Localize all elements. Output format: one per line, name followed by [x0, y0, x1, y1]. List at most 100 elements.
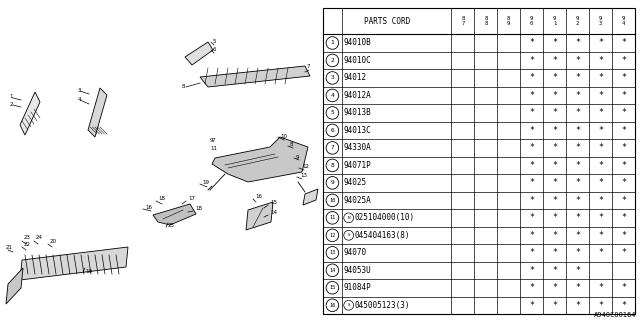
Text: *: *: [598, 196, 603, 205]
Text: *: *: [575, 161, 580, 170]
Text: *: *: [598, 108, 603, 117]
Text: 94013C: 94013C: [344, 126, 372, 135]
Text: 94071P: 94071P: [344, 161, 372, 170]
Text: *: *: [552, 38, 557, 47]
Text: *: *: [575, 178, 580, 187]
Text: *: *: [621, 178, 626, 187]
Text: 15: 15: [329, 285, 335, 290]
Text: *: *: [529, 143, 534, 152]
Text: *: *: [529, 196, 534, 205]
Bar: [323, 8, 635, 314]
Text: 9: 9: [296, 155, 300, 160]
Text: *: *: [598, 56, 603, 65]
Text: 25: 25: [168, 223, 175, 228]
Text: 14: 14: [329, 268, 335, 273]
Text: 94070: 94070: [344, 248, 367, 257]
Text: 94010B: 94010B: [344, 38, 372, 47]
Text: 4: 4: [330, 93, 334, 98]
Text: 14: 14: [270, 210, 277, 215]
Text: 8: 8: [290, 142, 294, 147]
Text: *: *: [575, 108, 580, 117]
Text: *: *: [529, 301, 534, 310]
Polygon shape: [246, 202, 273, 230]
Text: 9
1: 9 1: [553, 16, 556, 26]
Text: *: *: [529, 74, 534, 83]
Text: *: *: [552, 74, 557, 83]
Text: *: *: [621, 74, 626, 83]
Text: 3: 3: [78, 88, 81, 93]
Text: 17: 17: [188, 196, 195, 201]
Text: 13: 13: [329, 250, 335, 255]
Text: 19: 19: [202, 180, 209, 185]
Text: 3: 3: [330, 76, 334, 80]
Text: 4: 4: [78, 97, 81, 102]
Text: *: *: [621, 38, 626, 47]
Text: 8
9: 8 9: [507, 16, 510, 26]
Text: 94010C: 94010C: [344, 56, 372, 65]
Text: *: *: [552, 178, 557, 187]
Text: 12: 12: [329, 233, 335, 238]
Text: *: *: [621, 248, 626, 257]
Text: *: *: [529, 126, 534, 135]
Text: *: *: [621, 161, 626, 170]
Text: A940C00164: A940C00164: [593, 312, 636, 318]
Text: *: *: [621, 91, 626, 100]
Text: *: *: [598, 231, 603, 240]
Text: *: *: [552, 266, 557, 275]
Text: *: *: [598, 213, 603, 222]
Polygon shape: [6, 268, 23, 304]
Text: 20: 20: [50, 239, 57, 244]
Text: 94053U: 94053U: [344, 266, 372, 275]
Text: *: *: [529, 108, 534, 117]
Text: *: *: [598, 248, 603, 257]
Text: *: *: [575, 283, 580, 292]
Text: 9: 9: [330, 180, 334, 185]
Text: 025104000(10): 025104000(10): [355, 213, 415, 222]
Text: *: *: [575, 231, 580, 240]
Text: *: *: [621, 283, 626, 292]
Text: 7: 7: [330, 145, 334, 150]
Text: *: *: [529, 38, 534, 47]
Text: *: *: [598, 161, 603, 170]
Text: *: *: [621, 108, 626, 117]
Text: 2: 2: [9, 102, 13, 107]
Text: 22: 22: [24, 242, 31, 247]
Text: *: *: [552, 196, 557, 205]
Polygon shape: [185, 42, 213, 65]
Text: *: *: [598, 283, 603, 292]
Text: *: *: [552, 91, 557, 100]
Text: 94012: 94012: [344, 74, 367, 83]
Text: *: *: [575, 56, 580, 65]
Polygon shape: [212, 137, 308, 182]
Text: *: *: [552, 161, 557, 170]
Text: *: *: [529, 248, 534, 257]
Text: PARTS CORD: PARTS CORD: [364, 17, 410, 26]
Text: *: *: [598, 126, 603, 135]
Text: 24: 24: [36, 235, 43, 240]
Text: 11: 11: [210, 146, 217, 151]
Text: 5: 5: [330, 110, 334, 116]
Text: 16: 16: [255, 194, 262, 199]
Text: 16: 16: [329, 303, 335, 308]
Text: 23: 23: [24, 235, 31, 240]
Text: 15: 15: [270, 200, 277, 205]
Text: 7: 7: [212, 138, 216, 143]
Text: *: *: [575, 91, 580, 100]
Text: 9
2: 9 2: [576, 16, 579, 26]
Text: *: *: [598, 143, 603, 152]
Text: 13: 13: [300, 173, 307, 178]
Text: 91084P: 91084P: [344, 283, 372, 292]
Text: 6: 6: [330, 128, 334, 133]
Text: *: *: [552, 213, 557, 222]
Text: 10: 10: [329, 198, 335, 203]
Text: 6: 6: [213, 47, 216, 52]
Text: *: *: [552, 56, 557, 65]
Text: *: *: [621, 213, 626, 222]
Text: *: *: [598, 74, 603, 83]
Text: *: *: [529, 213, 534, 222]
Text: *: *: [575, 126, 580, 135]
Text: 94012A: 94012A: [344, 91, 372, 100]
Text: *: *: [575, 213, 580, 222]
Text: 18: 18: [195, 206, 202, 211]
Text: *: *: [529, 283, 534, 292]
